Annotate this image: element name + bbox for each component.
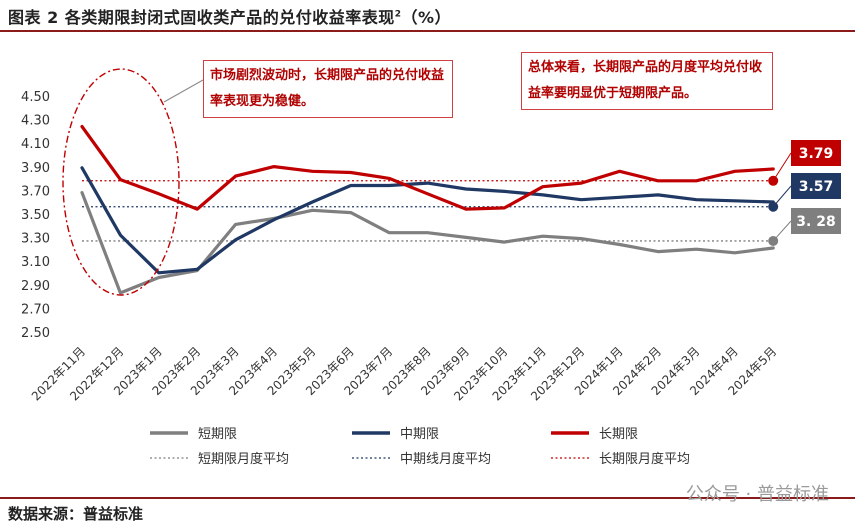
annotation-left: 市场剧烈波动时，长期限产品的兑付收益率表现更为稳健。 xyxy=(203,60,453,118)
annotation-right: 总体来看，长期限产品的月度平均兑付收益率要明显优于短期限产品。 xyxy=(521,52,773,110)
callout-value: 3. 28 xyxy=(796,214,835,230)
watermark: 公众号 · 普益标准 xyxy=(685,484,829,505)
y-tick-label: 3.10 xyxy=(21,255,50,270)
line-chart: 2.50 2.70 2.90 3.10 3.30 3.50 3.70 3.90 4.10 4.30… xyxy=(21,68,841,467)
y-tick-label: 4.50 xyxy=(21,90,50,105)
x-axis: 2022年11月2022年12月2023年1月2023年2月2023年3月202… xyxy=(29,344,779,403)
y-tick-label: 3.90 xyxy=(21,161,50,176)
y-tick-label: 4.10 xyxy=(21,137,50,152)
callout-box xyxy=(791,140,841,166)
average-marker xyxy=(768,175,779,186)
y-tick-label: 3.50 xyxy=(21,208,50,223)
y-tick-label: 2.90 xyxy=(21,279,50,294)
legend-label: 长期限月度平均 xyxy=(599,451,690,467)
highlight-ellipse xyxy=(62,68,180,296)
series-line xyxy=(80,166,775,275)
callout-value: 3.57 xyxy=(799,179,834,195)
chart-title: 图表 2 各类期限封闭式固收类产品的兑付收益率表现2（%） xyxy=(8,4,451,28)
average-marker xyxy=(768,235,779,246)
legend-label: 短期限 xyxy=(198,427,237,442)
callout-leader xyxy=(772,152,792,182)
series-line xyxy=(80,191,775,295)
annotation-pointer xyxy=(163,79,204,103)
callout-value: 3.79 xyxy=(799,146,834,162)
callouts: 3.79 3.57 3. 28 xyxy=(62,68,841,296)
chart-title-unit: （%） xyxy=(401,8,452,27)
y-tick-label: 3.70 xyxy=(21,184,50,199)
y-tick-label: 4.30 xyxy=(21,114,50,129)
legend-label: 短期限月度平均 xyxy=(198,451,289,467)
chart-title-text: 图表 2 各类期限封闭式固收类产品的兑付收益率表现 xyxy=(8,8,395,27)
legend-label: 中期线月度平均 xyxy=(400,451,491,467)
series-lines xyxy=(80,124,775,295)
y-tick-label: 3.30 xyxy=(21,232,50,247)
callout-box xyxy=(791,208,841,234)
legend-label: 长期限 xyxy=(599,427,638,442)
average-marker xyxy=(768,201,779,212)
title-divider xyxy=(0,30,855,32)
legend-label: 中期限 xyxy=(400,427,439,442)
series-line xyxy=(80,124,775,211)
y-tick-label: 2.70 xyxy=(21,302,50,317)
y-axis: 2.50 2.70 2.90 3.10 3.30 3.50 3.70 3.90 4.10 4.30… xyxy=(21,90,50,341)
callout-box xyxy=(791,173,841,199)
y-tick-label: 2.50 xyxy=(21,326,50,341)
data-source: 数据来源：普益标准 xyxy=(8,505,144,523)
footer-divider xyxy=(0,497,855,499)
chart-title-footnote: 2 xyxy=(394,9,402,20)
